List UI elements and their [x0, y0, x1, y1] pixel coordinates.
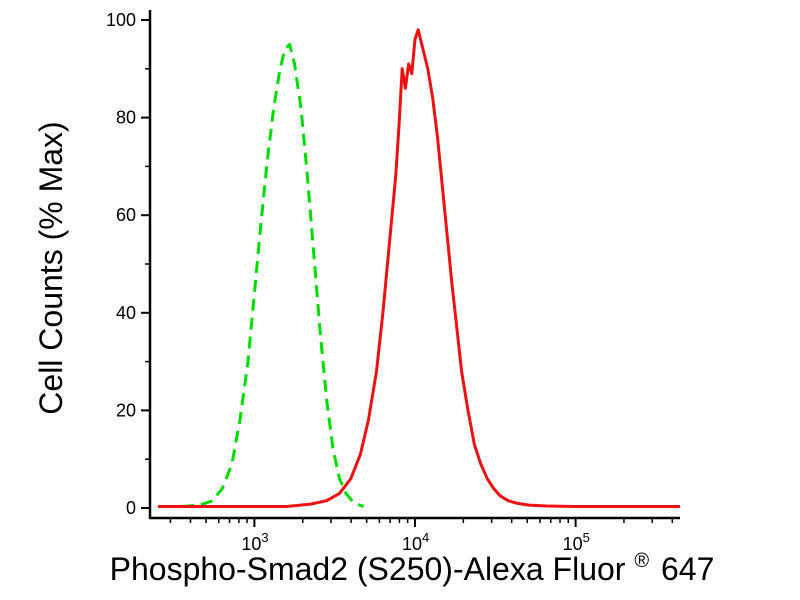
green-dashed-curve: [181, 42, 365, 508]
red-solid-curve: [158, 28, 680, 508]
y-tick-label: 0: [126, 498, 136, 518]
x-tick-label: 105: [563, 530, 590, 554]
x-axis-label-suffix: 647: [661, 551, 714, 587]
x-tick-label: 103: [241, 530, 268, 554]
y-tick-label: 80: [116, 108, 136, 128]
plot-area: 0 20 40 60 80 100 103 104 105: [106, 10, 680, 554]
y-tick-label: 20: [116, 400, 136, 420]
y-tick-label: 100: [106, 10, 136, 30]
axis-lines: [148, 10, 680, 520]
x-tick-label: 104: [402, 530, 429, 554]
y-tick-label: 60: [116, 205, 136, 225]
x-axis-label-main: Phospho-Smad2 (S250)-Alexa Fluor: [110, 551, 626, 587]
y-axis-label: Cell Counts (% Max): [33, 121, 69, 414]
x-axis-label: Phospho-Smad2 (S250)-Alexa Fluor ® 647: [110, 538, 715, 587]
registered-trademark-icon: ®: [634, 550, 649, 572]
y-tick-label: 40: [116, 303, 136, 323]
